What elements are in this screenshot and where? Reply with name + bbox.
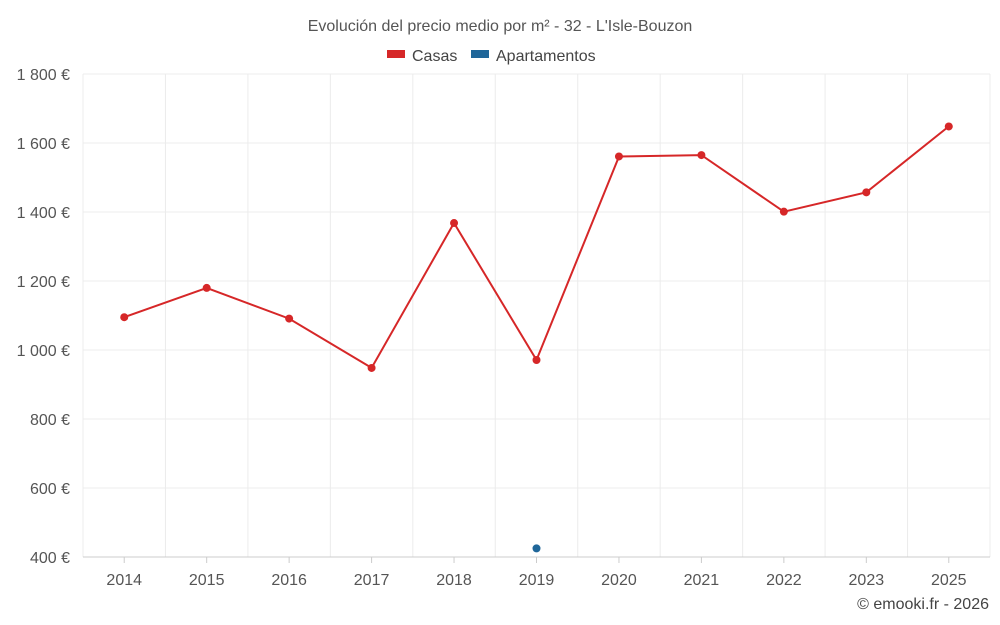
y-tick-label: 1 600 € [17, 136, 70, 153]
legend-swatch-apartamentos [471, 50, 489, 58]
data-point-casas[interactable] [944, 122, 953, 131]
x-axis: 2014 2015 2016 2017 2018 2019 2020 2021 2022 2023… [83, 556, 990, 589]
data-point-casas[interactable] [367, 363, 376, 372]
x-tick-label: 2015 [189, 572, 225, 589]
y-tick-label: 1 200 € [17, 274, 70, 291]
x-tick-label: 2018 [436, 572, 472, 589]
credit-text: © emooki.fr - 2026 [857, 596, 989, 613]
x-tick-label: 2025 [931, 572, 967, 589]
x-tick-label: 2016 [271, 572, 307, 589]
y-tick-label: 1 800 € [17, 67, 70, 84]
legend-item-casas[interactable]: Casas [387, 48, 457, 65]
data-point-casas[interactable] [614, 152, 623, 161]
x-tick-label: 2017 [354, 572, 390, 589]
x-tick-label: 2019 [519, 572, 555, 589]
y-tick-label: 800 € [30, 412, 70, 429]
data-point-casas[interactable] [697, 151, 706, 160]
y-tick-label: 400 € [30, 550, 70, 567]
x-tick-label: 2021 [684, 572, 720, 589]
y-axis: 400 € 600 € 800 € 1 000 € 1 200 € 1 400 € 1 60… [17, 67, 70, 567]
legend-label-apartamentos: Apartamentos [496, 48, 596, 65]
series-apartamentos [532, 544, 541, 553]
x-tick-label: 2014 [106, 572, 142, 589]
chart-title: Evolución del precio medio por m² - 32 -… [308, 18, 693, 35]
x-tick-label: 2023 [849, 572, 885, 589]
data-point-casas[interactable] [862, 188, 871, 197]
data-point-casas[interactable] [120, 313, 129, 322]
plot-area [120, 122, 953, 553]
data-point-casas[interactable] [779, 207, 788, 216]
legend-item-apartamentos[interactable]: Apartamentos [471, 48, 596, 65]
grid [82, 73, 991, 558]
x-tick-label: 2022 [766, 572, 802, 589]
data-point-casas[interactable] [285, 314, 294, 323]
legend-swatch-casas [387, 50, 405, 58]
data-point-casas[interactable] [532, 356, 541, 365]
x-tick-label: 2020 [601, 572, 637, 589]
data-point-apartamentos[interactable] [532, 544, 541, 553]
legend[interactable]: Casas Apartamentos [387, 48, 596, 65]
data-point-casas[interactable] [450, 219, 459, 228]
legend-label-casas: Casas [412, 48, 457, 65]
series-casas [120, 122, 953, 372]
y-tick-label: 1 000 € [17, 343, 70, 360]
data-point-casas[interactable] [202, 283, 211, 292]
y-tick-label: 1 400 € [17, 205, 70, 222]
y-tick-label: 600 € [30, 481, 70, 498]
